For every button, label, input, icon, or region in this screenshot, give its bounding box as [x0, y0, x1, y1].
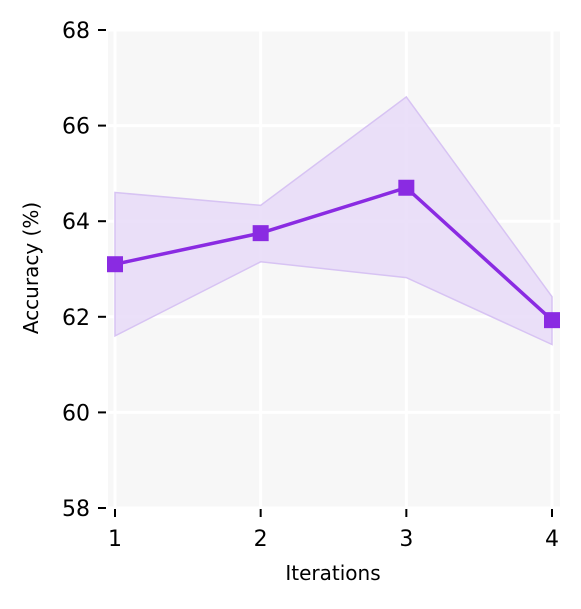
data-point-marker [252, 225, 269, 242]
y-tick-label: 66 [62, 115, 90, 140]
series-line [114, 185, 554, 322]
x-axis-label: Iterations [285, 561, 380, 585]
y-tick-label: 68 [62, 19, 90, 44]
x-tick-label: 2 [254, 527, 268, 552]
y-axis-label: Accuracy (%) [19, 202, 43, 334]
data-point-marker [107, 256, 123, 273]
data-point-marker [544, 312, 560, 329]
data-point-marker [398, 179, 415, 196]
x-tick-label: 4 [545, 527, 559, 552]
y-tick-label: 58 [62, 497, 90, 522]
x-tick-label: 3 [399, 527, 413, 552]
y-tick-label: 64 [62, 210, 90, 235]
y-tick-label: 62 [62, 306, 90, 331]
y-axis: 58 60 62 64 66 68 [62, 19, 106, 522]
x-axis: 1 2 3 4 [108, 509, 559, 552]
confidence-band [114, 95, 553, 346]
x-tick-label: 1 [108, 527, 122, 552]
series-layer [107, 95, 560, 346]
y-tick-label: 60 [62, 401, 90, 426]
